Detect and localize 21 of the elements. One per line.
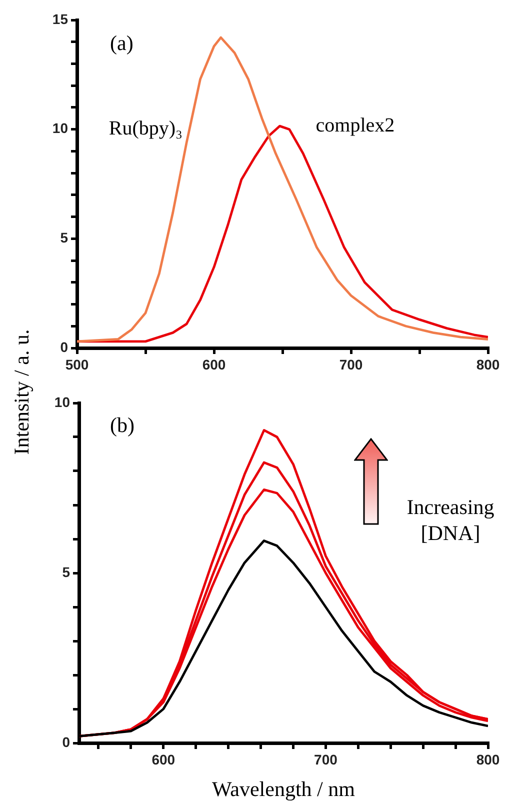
annotation: (a) bbox=[110, 30, 134, 56]
annotation: Increasing [DNA] bbox=[406, 494, 496, 546]
series-label: Ru(bpy)₃ bbox=[108, 118, 182, 140]
x-tick-label: 500 bbox=[65, 356, 89, 372]
x-tick-label: 600 bbox=[152, 751, 176, 768]
x-axis-title: Wavelength / nm bbox=[212, 776, 355, 801]
y-tick-label: 5 bbox=[62, 564, 70, 580]
x-tick-label: 700 bbox=[339, 356, 363, 372]
y-tick-label: 10 bbox=[54, 394, 70, 410]
y-tick-label: 10 bbox=[52, 120, 68, 136]
annotation: (b) bbox=[110, 412, 134, 438]
series-label: complex2 bbox=[316, 114, 395, 136]
y-tick-label: 5 bbox=[60, 230, 68, 246]
y-axis-title: Intensity / a. u. bbox=[10, 329, 34, 455]
y-tick-label: 0 bbox=[62, 734, 70, 750]
x-tick-label: 700 bbox=[314, 751, 338, 768]
x-tick-label: 600 bbox=[202, 356, 226, 372]
x-tick-label: 800 bbox=[476, 356, 500, 372]
y-tick-label: 15 bbox=[52, 10, 68, 27]
x-tick-label: 800 bbox=[476, 751, 500, 768]
y-tick-label: 0 bbox=[60, 338, 68, 355]
